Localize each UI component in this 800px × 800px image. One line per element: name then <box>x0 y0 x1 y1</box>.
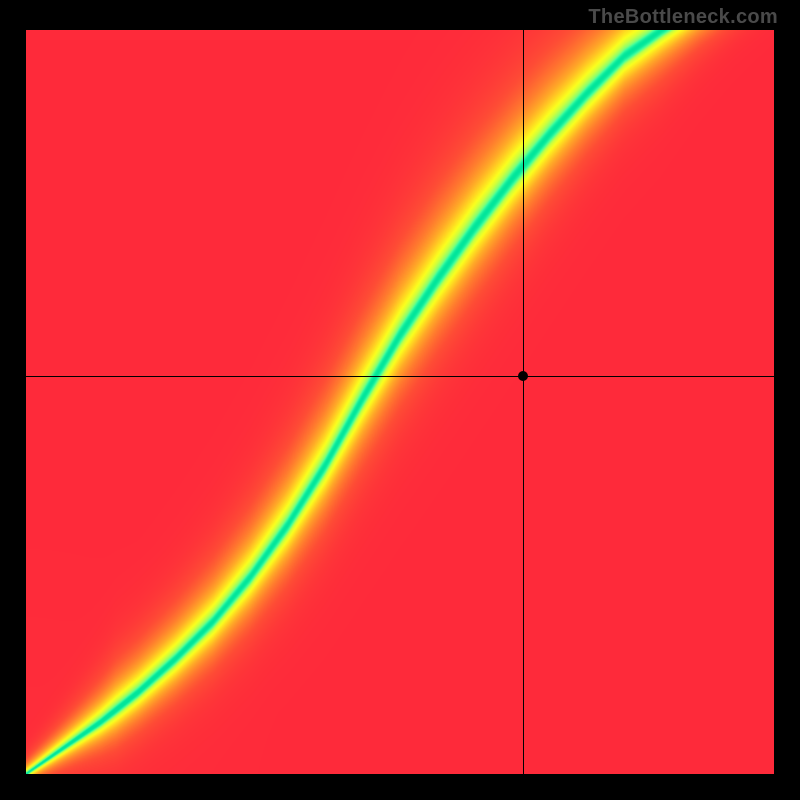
heatmap-canvas <box>26 30 774 774</box>
heatmap-plot <box>26 30 774 774</box>
crosshair-marker-dot <box>518 371 528 381</box>
chart-frame: TheBottleneck.com <box>0 0 800 800</box>
crosshair-vertical <box>523 30 524 774</box>
crosshair-horizontal <box>26 376 774 377</box>
watermark-text: TheBottleneck.com <box>588 6 778 29</box>
